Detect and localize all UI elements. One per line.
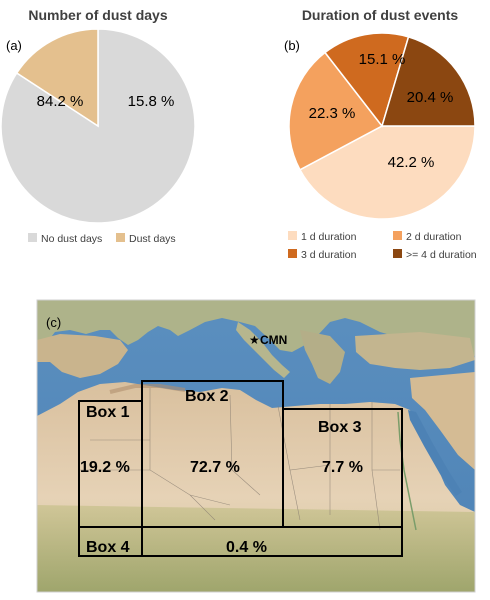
box-1-value: 19.2 % [80,459,130,476]
box-3-name: Box 3 [318,419,362,436]
country-borders [80,388,400,531]
pie-slice [288,51,384,171]
legend-label: 1 d duration [301,231,357,243]
chart-title: Duration of dust events [302,7,459,23]
iberia-landmass [37,334,128,378]
region-boxes [78,380,403,557]
box-1-name: Box 1 [86,404,130,421]
legend-swatch [288,249,297,258]
turkey-landmass [355,332,475,370]
legend-label: >= 4 d duration [406,249,477,261]
panel-label: (c) [46,315,61,330]
slice-label: 15.8 % [128,93,175,110]
box-4-name: Box 4 [86,539,130,556]
panel-a: Number of dust days (a) 84.2 % 15.8 % No … [0,7,196,245]
legend-label: Dust days [129,233,176,245]
box-4-value: 0.4 % [226,539,267,556]
slice-label: 20.4 % [407,89,454,106]
pie-slice [380,35,476,127]
legend-swatch [288,231,297,240]
europe-landmass [37,300,475,356]
red-sea [408,410,462,496]
nile-river [397,411,417,531]
slice-label: 42.2 % [388,154,435,171]
box-labels: Box 1 Box 2 Box 3 Box 4 19.2 % 72.7 % 7.… [80,388,363,556]
map-frame [36,299,476,593]
box-4-outline [78,526,403,557]
pie-slice [15,28,99,128]
pie-slice [0,28,196,224]
middle-east-landmass [410,372,475,470]
pie-chart: 84.2 % 15.8 % [0,28,196,224]
legend-label: 2 d duration [406,231,462,243]
panel-label: (b) [284,38,300,53]
slice-label: 84.2 % [37,93,84,110]
box-2-name: Box 2 [185,388,229,405]
slice-label: 15.1 % [359,51,406,68]
chart-title: Number of dust days [28,7,167,23]
legend: No dust days Dust days [28,233,176,245]
legend-swatch [393,231,402,240]
pie-slice [323,32,410,128]
panel-b: Duration of dust events (b) 42.2 % 22.3 %… [284,7,477,261]
atlas-mountains [109,384,186,394]
slice-label: 22.3 % [309,105,356,122]
legend-swatch [393,249,402,258]
legend-label: 3 d duration [301,249,357,261]
panel-c-map: (c) ★ CMN Box 1 Box 2 Box 3 Box 4 19.2 %… [36,299,476,593]
station-label: CMN [260,333,287,347]
legend-swatch [28,233,37,242]
balkans-landmass [300,330,345,384]
star-icon: ★ [249,333,260,347]
pie-slice [298,125,476,220]
legend-label: No dust days [41,233,102,245]
panel-label: (a) [6,38,22,53]
box-3-value: 7.7 % [322,459,363,476]
box-2-value: 72.7 % [190,459,240,476]
legend-swatch [116,233,125,242]
italy-landmass [236,322,290,378]
legend: 1 d duration 2 d duration 3 d duration >= 4… [288,231,477,261]
pie-chart: 42.2 % 22.3 % 15.1 % 20.4 % [288,32,476,220]
